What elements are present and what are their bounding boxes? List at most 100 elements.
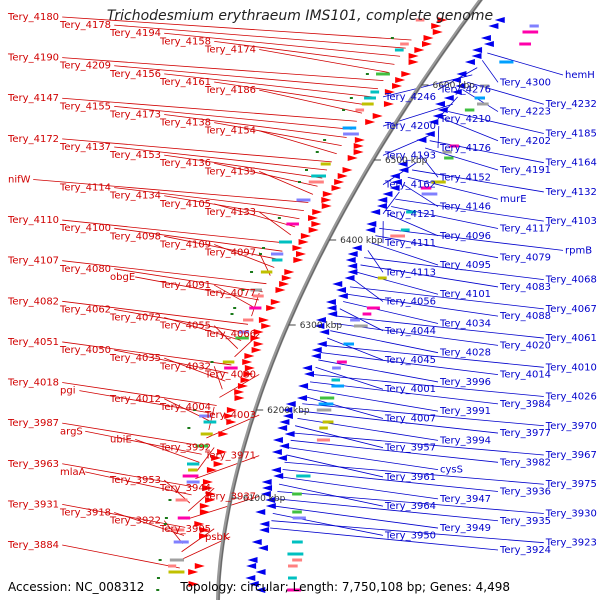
scale-label: 6500 kbp [385,156,428,166]
reverse-gene-arrow [389,173,400,179]
reverse-gene-arrow [370,209,381,215]
feature-bar [172,528,185,532]
reverse-gene-arrow [271,449,282,455]
forward-gene-arrow [194,521,205,527]
reverse-gene-arrow [257,545,268,551]
right-gene-label: Tery_4020 [499,340,551,351]
forward-gene-arrow [261,323,272,329]
reverse-gene-arrow [259,527,270,533]
right-gene-label: Tery_4061 [545,333,597,344]
left-gene-label: Tery_4097 [204,248,256,259]
left-gene-label: Tery_3931 [7,499,59,510]
left-gene-label: Tery_4050 [59,345,111,356]
forward-gene-arrow [205,497,216,503]
left-leader-line [213,366,223,390]
feature-bar [343,132,359,136]
forward-gene-arrow [244,365,255,371]
left-leader-line [214,81,368,106]
left-gene-label: Tery_4051 [7,337,59,348]
left-leader-line [135,439,200,463]
feature-bar [449,144,459,148]
forward-gene-arrow [226,419,237,425]
feature-bar [292,492,302,496]
feature-bar [271,258,283,262]
right-gene-label: Tery_4117 [499,223,551,234]
forward-gene-arrow [206,467,217,473]
left-gene-label: Tery_4134 [109,191,161,202]
right-leader-line [336,315,544,339]
reverse-gene-arrow [398,167,409,173]
left-gene-label: Tery_4110 [7,215,59,226]
feature-bar [311,174,327,178]
right-gene-label: Tery_4152 [439,172,491,183]
reverse-gene-arrow [265,497,276,503]
left-gene-label: Tery_3953 [109,475,161,486]
right-gene-label: Tery_3994 [439,435,491,446]
left-leader-line [164,32,401,57]
right-gene-label: Tery_3924 [499,545,551,556]
forward-gene-arrow [334,179,345,185]
right-gene-label: Tery_4001 [384,384,436,395]
right-leader-line [462,89,499,112]
forward-gene-arrow [270,299,281,305]
right-gene-label: Tery_4176 [439,143,491,154]
reverse-gene-arrow [382,191,393,197]
reverse-gene-arrow [282,407,293,413]
right-gene-label: Tery_4164 [545,158,597,169]
left-gene-label: argS [60,426,83,437]
forward-gene-arrow [347,155,358,161]
left-gene-label: Tery_3992 [159,443,211,454]
feature-bar [288,576,297,580]
left-leader-line [213,325,239,349]
left-gene-label: Tery_4080 [59,264,111,275]
feature-bar [288,564,298,568]
left-gene-label: Tery_4155 [59,101,111,112]
reverse-gene-arrow [282,413,293,419]
left-leader-line [187,487,215,512]
reverse-gene-arrow [376,203,387,209]
right-leader-line [429,140,544,164]
right-gene-label: Tery_4202 [499,136,551,147]
left-gene-label: Tery_4172 [7,134,59,145]
forward-gene-arrow [279,281,290,287]
reverse-gene-arrow [261,479,272,485]
right-gene-label: Tery_4101 [439,289,491,300]
forward-gene-arrow [408,53,419,59]
right-gene-label: Tery_4088 [499,311,551,322]
feature-bar [522,30,539,34]
reverse-gene-arrow [319,329,330,335]
feature-bar [370,90,380,94]
forward-gene-arrow [253,341,264,347]
reverse-gene-arrow [248,581,259,587]
left-gene-label: Tery_4180 [7,12,59,23]
feature-bar [442,150,452,154]
feature-tick [390,37,394,39]
reverse-gene-arrow [434,101,445,107]
right-leader-line [275,498,499,522]
right-leader-line [272,512,384,536]
forward-gene-arrow [258,317,269,323]
genome-backbone-inner [218,0,483,600]
left-gene-label: Tery_3944 [159,483,211,494]
reverse-gene-arrow [464,59,475,65]
feature-bar [316,408,332,412]
right-gene-label: Tery_3982 [499,457,551,468]
feature-tick [342,109,346,111]
reverse-gene-arrow [416,137,427,143]
right-gene-label: Tery_4185 [545,128,597,139]
feature-bar [336,360,347,364]
right-leader-line [443,118,499,142]
left-gene-label: Tery_4062 [59,304,111,315]
forward-gene-arrow [240,377,251,383]
right-leader-line [346,293,499,317]
right-gene-label: Tery_4083 [499,282,551,293]
reverse-gene-arrow [314,323,325,329]
feature-bar [444,156,454,160]
reverse-gene-arrow [270,467,281,473]
left-leader-line [258,211,292,236]
left-gene-label: Tery_4158 [159,36,211,47]
reverse-gene-arrow [247,557,258,563]
left-leader-line [114,105,352,130]
reverse-gene-arrow [262,485,273,491]
left-gene-label: Tery_4135 [204,166,256,177]
